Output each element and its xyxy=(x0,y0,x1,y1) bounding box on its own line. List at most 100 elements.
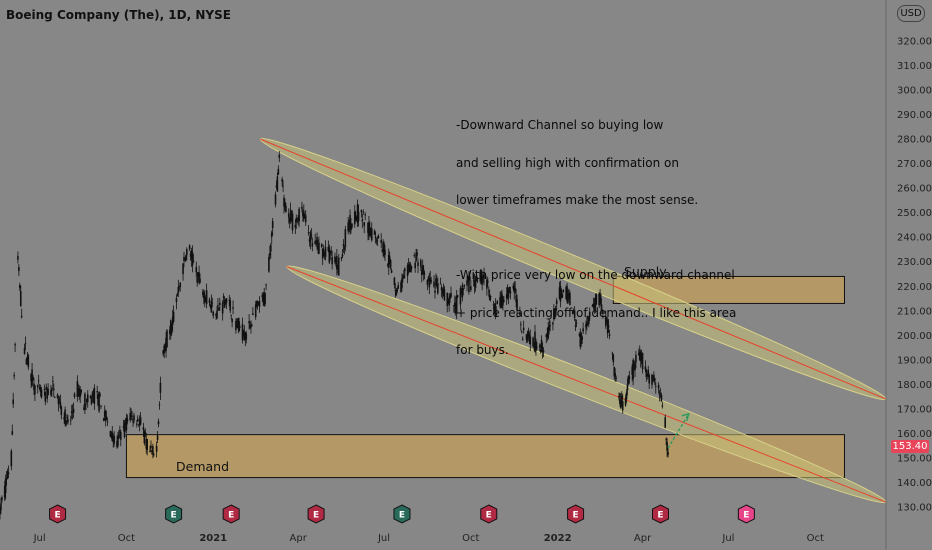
candle-body xyxy=(11,431,14,435)
candle-body xyxy=(317,246,319,249)
earnings-icon[interactable]: E xyxy=(737,504,755,524)
candle-body xyxy=(408,264,411,273)
candle-body xyxy=(314,240,316,245)
candle-body xyxy=(146,439,148,450)
candle-body xyxy=(152,446,154,453)
candle-body xyxy=(5,477,8,480)
candle-body xyxy=(164,348,166,351)
earnings-icon[interactable]: E xyxy=(307,504,325,524)
candle-body xyxy=(182,263,184,275)
candle-body xyxy=(514,287,516,292)
earnings-badge[interactable] xyxy=(393,504,411,524)
candle-body xyxy=(621,395,623,400)
currency-badge[interactable]: USD xyxy=(897,5,925,22)
candle-body xyxy=(169,329,171,334)
x-tick-label: Oct xyxy=(462,533,479,544)
candle-body xyxy=(383,243,385,256)
candle-body xyxy=(278,154,281,158)
candle-body xyxy=(53,396,56,398)
channel-lower-line[interactable] xyxy=(286,266,887,503)
candle-body xyxy=(665,439,667,441)
earnings-badge[interactable] xyxy=(49,504,67,524)
candle-body xyxy=(540,339,543,352)
earnings-badge[interactable] xyxy=(737,504,755,524)
candle-body xyxy=(47,388,49,396)
candle-body xyxy=(455,295,458,314)
candle-body xyxy=(513,285,516,293)
candle-body xyxy=(1,497,3,501)
candle-body xyxy=(648,374,650,384)
candle-body xyxy=(496,301,499,305)
earnings-icon[interactable]: E xyxy=(393,504,411,524)
candle-body xyxy=(505,294,508,299)
candle-body xyxy=(664,417,667,428)
candle-body xyxy=(26,357,29,362)
candle-body xyxy=(254,304,257,318)
candle-body xyxy=(351,223,353,228)
channel-upper-line[interactable] xyxy=(260,138,887,400)
candle-body xyxy=(116,441,118,448)
earnings-icon[interactable]: E xyxy=(222,504,240,524)
earnings-icon[interactable]: E xyxy=(165,504,183,524)
earnings-icon[interactable]: E xyxy=(651,504,669,524)
candle-body xyxy=(186,249,188,255)
candle-body xyxy=(282,186,284,188)
candle-body xyxy=(288,217,291,222)
candle-body xyxy=(103,410,106,417)
candle-body xyxy=(373,230,376,235)
candle-body xyxy=(569,293,571,306)
candle-body xyxy=(307,232,310,233)
up-arrow-line[interactable] xyxy=(667,413,690,449)
candle-body xyxy=(472,280,475,282)
candle-body xyxy=(417,262,419,267)
earnings-badge[interactable] xyxy=(480,504,498,524)
candle-body xyxy=(110,435,113,438)
y-tick-label: 260.00 xyxy=(897,184,932,195)
candle-body xyxy=(190,250,193,260)
candle-body xyxy=(586,322,588,327)
candle-body xyxy=(296,220,299,221)
earnings-badge[interactable] xyxy=(222,504,240,524)
candle-body xyxy=(31,369,33,386)
candle-body xyxy=(157,421,160,425)
candle-body xyxy=(375,239,378,241)
earnings-icon[interactable]: E xyxy=(49,504,67,524)
earnings-letter: E xyxy=(228,511,234,521)
candle-body xyxy=(526,334,529,341)
candle-body xyxy=(123,421,126,437)
candle-body xyxy=(467,278,469,281)
candle-body xyxy=(341,254,344,257)
candle-body xyxy=(172,311,175,322)
candle-body xyxy=(343,246,346,249)
earnings-badge[interactable] xyxy=(307,504,325,524)
earnings-badge[interactable] xyxy=(165,504,183,524)
candle-body xyxy=(525,334,528,340)
candle-body xyxy=(632,359,634,380)
up-arrow-head[interactable] xyxy=(681,412,690,421)
candle-body xyxy=(519,312,521,316)
candle-body xyxy=(483,273,485,279)
analysis-note: -Downward Channel so buying low and sell… xyxy=(456,94,736,369)
note-line: -Downward Channel so buying low xyxy=(456,118,664,132)
candle-body xyxy=(561,294,564,298)
candle-body xyxy=(638,351,641,360)
candle-body xyxy=(508,287,511,292)
candle-body xyxy=(618,395,620,398)
candle-body xyxy=(435,278,437,287)
candle-body xyxy=(24,343,27,344)
earnings-badge[interactable] xyxy=(651,504,669,524)
earnings-icon[interactable]: E xyxy=(480,504,498,524)
candle-body xyxy=(395,291,398,296)
candle-body xyxy=(238,325,241,329)
candle-body xyxy=(25,359,28,365)
candle-body xyxy=(394,290,397,292)
earnings-icon[interactable]: E xyxy=(567,504,585,524)
candle-body xyxy=(420,260,422,267)
candle-body xyxy=(265,284,267,286)
earnings-badge[interactable] xyxy=(567,504,585,524)
candle-body xyxy=(295,218,298,222)
y-tick-label: 290.00 xyxy=(897,110,932,121)
candle-body xyxy=(402,276,404,278)
